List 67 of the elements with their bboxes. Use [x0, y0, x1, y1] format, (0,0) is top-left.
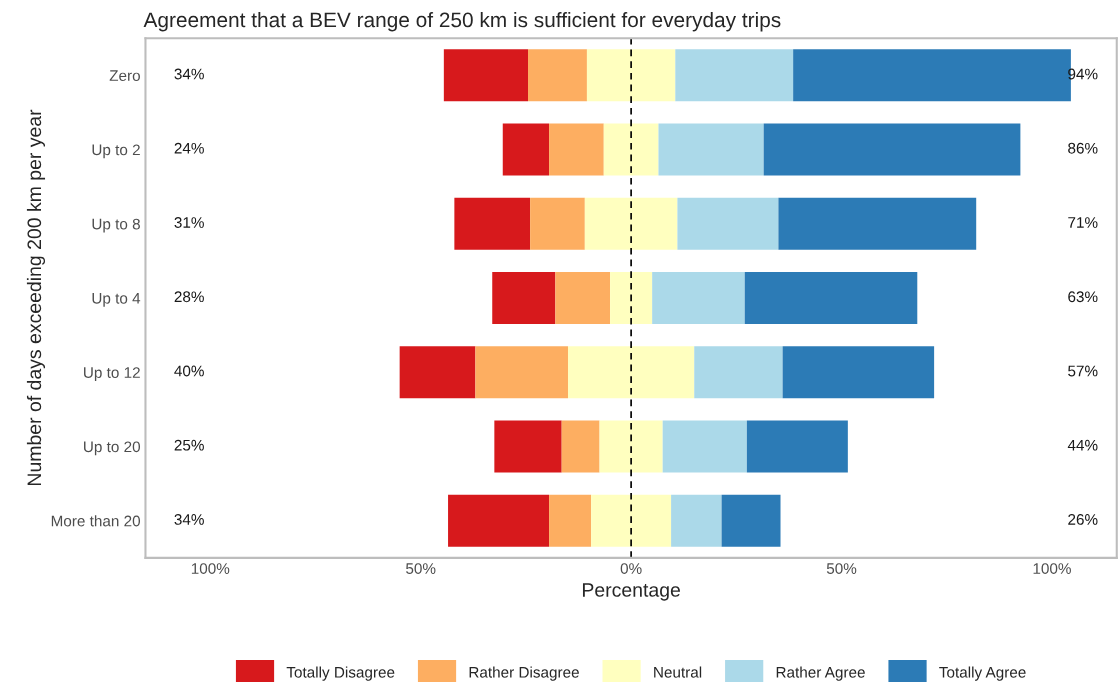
- bar: [721, 494, 781, 547]
- bar: [603, 123, 659, 176]
- bar: [528, 49, 587, 102]
- bar: [610, 272, 653, 325]
- annotation: 31%: [174, 217, 204, 228]
- legend-label: Totally Disagree: [286, 666, 395, 681]
- bar: [677, 197, 779, 250]
- bar: [744, 272, 918, 325]
- bar: [561, 420, 600, 473]
- bar: [782, 346, 935, 399]
- bar: [599, 420, 663, 473]
- x-tick-label: 0%: [620, 563, 642, 574]
- annotation: 25%: [174, 439, 204, 451]
- y-tick-label: Up to 8: [92, 218, 140, 233]
- bar: [675, 49, 794, 102]
- bar: [694, 346, 783, 399]
- bar: [530, 197, 585, 250]
- annotation: 40%: [174, 365, 204, 377]
- bar: [454, 197, 531, 250]
- bar: [652, 272, 745, 325]
- y-tick-label: Zero: [109, 70, 140, 81]
- bar: [443, 49, 529, 102]
- y-tick-label: Up to 20: [84, 441, 141, 456]
- annotation: 63%: [1068, 291, 1098, 303]
- x-tick-label: 100%: [1033, 563, 1071, 574]
- annotation: 44%: [1067, 439, 1098, 451]
- annotation: 26%: [1068, 514, 1098, 525]
- chart-title: Agreement that a BEV range of 250 km is sufficient for everyday trips: [143, 11, 781, 32]
- bar: [586, 49, 676, 102]
- x-tick-label: 50%: [406, 563, 436, 574]
- bar: [591, 494, 672, 547]
- annotation: 34%: [174, 514, 204, 525]
- y-tick-label: Up to 2: [92, 144, 140, 159]
- annotation: 71%: [1068, 217, 1098, 228]
- bar: [584, 197, 678, 250]
- legend-label: Totally Agree: [939, 666, 1026, 681]
- x-axis-title: Percentage: [582, 583, 680, 601]
- legend-label: Rather Disagree: [469, 666, 579, 681]
- bar: [658, 123, 764, 176]
- bar: [492, 272, 556, 325]
- y-tick-label: Up to 4: [92, 293, 141, 307]
- bar: [763, 123, 1021, 176]
- annotation: 34%: [174, 68, 204, 80]
- y-axis-title: Number of days exceeding 200 km per year: [26, 109, 46, 486]
- annotation: 57%: [1068, 365, 1098, 377]
- y-tick-label: More than 20: [51, 515, 141, 527]
- annotation: 86%: [1068, 142, 1098, 154]
- bar: [671, 494, 722, 547]
- y-tick-label: Up to 12: [84, 367, 140, 381]
- bar: [567, 346, 695, 399]
- bar: [549, 123, 604, 176]
- annotation: 28%: [174, 291, 204, 303]
- bar: [475, 346, 568, 399]
- legend-label: Neutral: [654, 666, 702, 678]
- x-tick-label: 100%: [191, 563, 230, 574]
- bar: [555, 272, 611, 325]
- bar: [662, 420, 747, 473]
- bar: [502, 123, 550, 176]
- x-tick-label: 50%: [826, 563, 857, 574]
- annotation: 24%: [174, 142, 204, 154]
- bar: [448, 494, 550, 547]
- bar: [549, 494, 592, 547]
- legend-label: Rather Agree: [776, 666, 865, 681]
- bar: [494, 420, 562, 473]
- bar: [399, 346, 476, 399]
- bar: [746, 420, 848, 473]
- bar: [778, 197, 977, 250]
